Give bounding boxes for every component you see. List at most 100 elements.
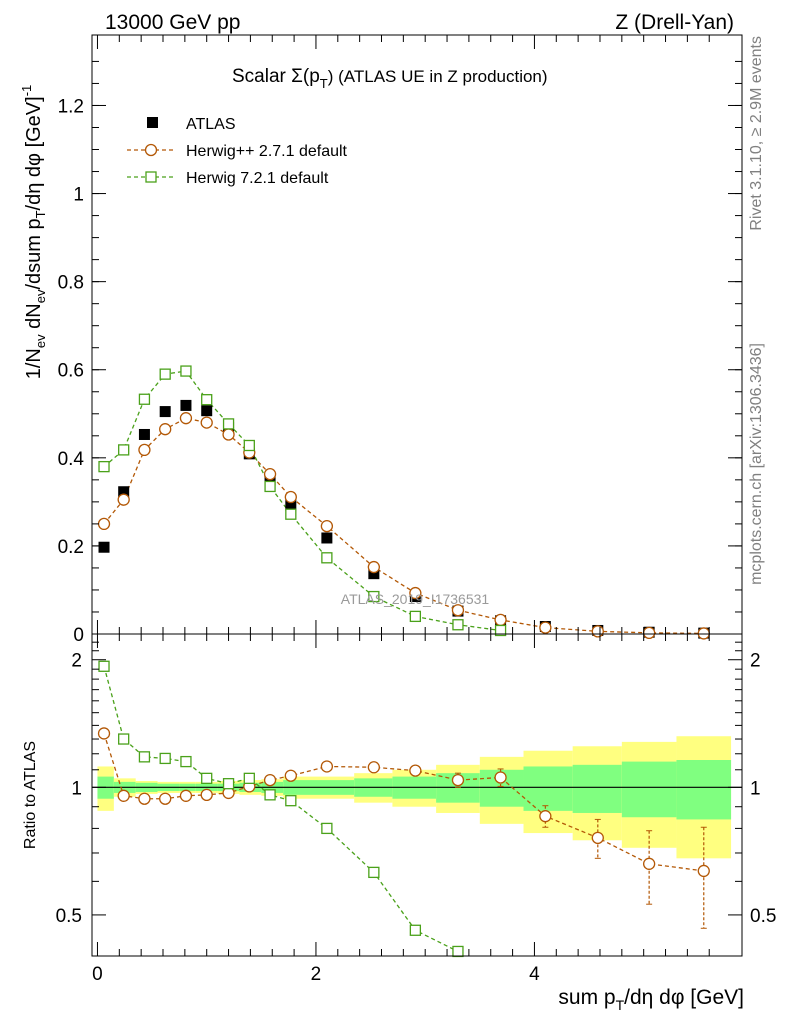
main-y-tick-label: 1: [73, 185, 84, 206]
main-point-herwigpp-5: [200, 416, 213, 429]
main-y-tick-label: 0.4: [58, 449, 85, 470]
legend: ATLAS Herwig++ 2.7.1 default Herwig 7.2.…: [127, 116, 348, 187]
main-y-tick-label: 1.2: [58, 96, 84, 117]
main-panel: 0 0.2 0.4 0.6 0.8 1 1.2 Scalar Σ(pT) (ATLAS UE…: [19, 34, 743, 646]
main-point-herwigpp-6: [222, 428, 235, 441]
ratio-point-herwigpp-9: [284, 769, 297, 782]
main-point-herwig7-10: [321, 552, 333, 564]
ratio-point-herwig7-1: [118, 733, 130, 745]
main-point-herwigpp-3: [159, 423, 172, 436]
ratio-band-green: [523, 766, 573, 811]
ratio-band-green: [676, 760, 732, 820]
main-point-herwig7-9: [285, 508, 297, 520]
ratio-point-herwig7-3: [159, 752, 171, 765]
main-point-herwigpp-9: [284, 490, 297, 504]
ratio-y-tick-label: 2: [71, 651, 82, 672]
ratio-y-tick-label-right: 2: [750, 651, 761, 672]
header-right: Z (Drell-Yan): [615, 11, 734, 34]
main-point-herwig7-6: [222, 418, 235, 430]
x-tick-label: 4: [529, 964, 540, 985]
ratio-point-herwigpp-4: [179, 789, 193, 802]
ratio-point-herwig7-0: [98, 660, 110, 672]
main-point-herwig7-13: [452, 619, 464, 631]
ratio-y-tick-label: 1: [71, 778, 82, 799]
ratio-point-herwigpp-1: [117, 789, 130, 802]
main-point-herwigpp-1: [117, 493, 130, 506]
x-tick-label: 2: [311, 964, 322, 985]
ratio-band-green: [621, 761, 677, 818]
watermark: ATLAS_2019_I1736531: [341, 591, 490, 607]
main-point-herwigpp-17: [642, 626, 656, 640]
ratio-y-tick-label: 0.5: [56, 906, 82, 927]
ratio-point-herwig7-8: [264, 789, 276, 801]
main-point-herwigpp-0: [97, 517, 111, 531]
main-point-atlas-11: [368, 568, 380, 580]
ratio-point-herwig7-13: [452, 945, 464, 958]
ratio-point-herwigpp-17: [642, 857, 656, 870]
ratio-point-herwigpp-15: [539, 810, 552, 823]
ratio-point-herwig7-9: [285, 795, 297, 807]
ratio-point-herwigpp-14: [494, 771, 507, 784]
main-point-herwig7-0: [98, 460, 110, 473]
main-point-herwig7-11: [368, 590, 380, 603]
legend-entry-atlas: ATLAS: [147, 116, 236, 133]
main-point-herwig7-3: [159, 368, 171, 380]
legend-label-herwig7: Herwig 7.2.1 default: [186, 170, 329, 187]
main-point-herwig7-12: [409, 610, 422, 623]
ratio-line-herwig7: [103, 666, 459, 953]
main-point-herwigpp-11: [367, 560, 380, 574]
ratio-point-herwig7-11: [368, 866, 380, 879]
legend-label-herwigpp: Herwig++ 2.7.1 default: [186, 143, 348, 160]
main-title: Scalar Σ(pT) (ATLAS UE in Z production): [232, 66, 548, 91]
legend-marker-herwigpp: [144, 143, 158, 157]
main-point-atlas-10: [321, 532, 333, 544]
x-axis-label: sum pT/dη dφ [GeV]: [558, 986, 744, 1013]
ratio-y-tick-label-right: 0.5: [750, 906, 776, 927]
ratio-point-herwigpp-10: [320, 760, 334, 773]
main-point-herwig7-1: [118, 444, 130, 456]
ratio-band-green: [572, 764, 622, 813]
main-point-herwigpp-2: [138, 443, 151, 457]
main-point-herwigpp-12: [409, 586, 422, 600]
main-y-tick-label: 0: [73, 625, 84, 646]
main-point-herwig7-2: [138, 393, 151, 405]
ratio-point-herwigpp-3: [159, 792, 172, 805]
main-point-herwigpp-8: [263, 467, 277, 481]
main-y-tick-label: 0.8: [58, 273, 84, 294]
ratio-point-herwigpp-18: [697, 864, 710, 878]
ratio-point-herwig7-2: [138, 751, 151, 763]
x-tick-label: 0: [92, 964, 103, 985]
ratio-point-herwigpp-16: [591, 831, 604, 844]
header-left: 13000 GeV pp: [105, 11, 240, 34]
rivet-label: Rivet 3.1.10, ≥ 2.9M events: [748, 36, 765, 231]
main-point-herwigpp-4: [179, 412, 193, 425]
main-point-atlas-4: [180, 399, 192, 411]
ratio-point-herwig7-6: [222, 778, 235, 790]
main-point-herwigpp-14: [494, 613, 507, 627]
main-point-herwig7-14: [494, 624, 507, 637]
main-point-herwigpp-15: [539, 621, 552, 634]
main-point-herwig7-7: [243, 439, 255, 452]
main-point-herwigpp-16: [591, 625, 604, 638]
mcplots-label: mcplots.cern.ch [arXiv:1306.3436]: [748, 343, 765, 585]
ratio-point-herwigpp-12: [409, 764, 422, 777]
ratio-point-herwig7-10: [321, 822, 333, 835]
main-y-tick-label: 0.6: [58, 361, 84, 382]
ratio-point-herwig7-5: [201, 772, 213, 784]
main-point-herwig7-4: [180, 365, 192, 377]
ratio-y-axis-label: Ratio to ATLAS: [22, 741, 39, 849]
main-point-atlas-3: [159, 406, 171, 418]
ratio-point-herwigpp-0: [97, 727, 111, 740]
main-point-atlas-0: [98, 541, 110, 553]
main-point-herwig7-5: [201, 394, 213, 406]
main-point-herwigpp-13: [451, 604, 465, 617]
ratio-point-herwig7-4: [180, 755, 192, 768]
main-point-atlas-9: [285, 499, 297, 511]
main-point-herwigpp-18: [697, 627, 710, 640]
legend-entry-herwig7: Herwig 7.2.1 default: [127, 170, 329, 187]
legend-label-atlas: ATLAS: [186, 116, 236, 133]
ratio-point-herwig7-7: [243, 772, 255, 784]
ratio-point-herwigpp-2: [138, 792, 151, 805]
main-point-herwigpp-10: [320, 519, 334, 533]
